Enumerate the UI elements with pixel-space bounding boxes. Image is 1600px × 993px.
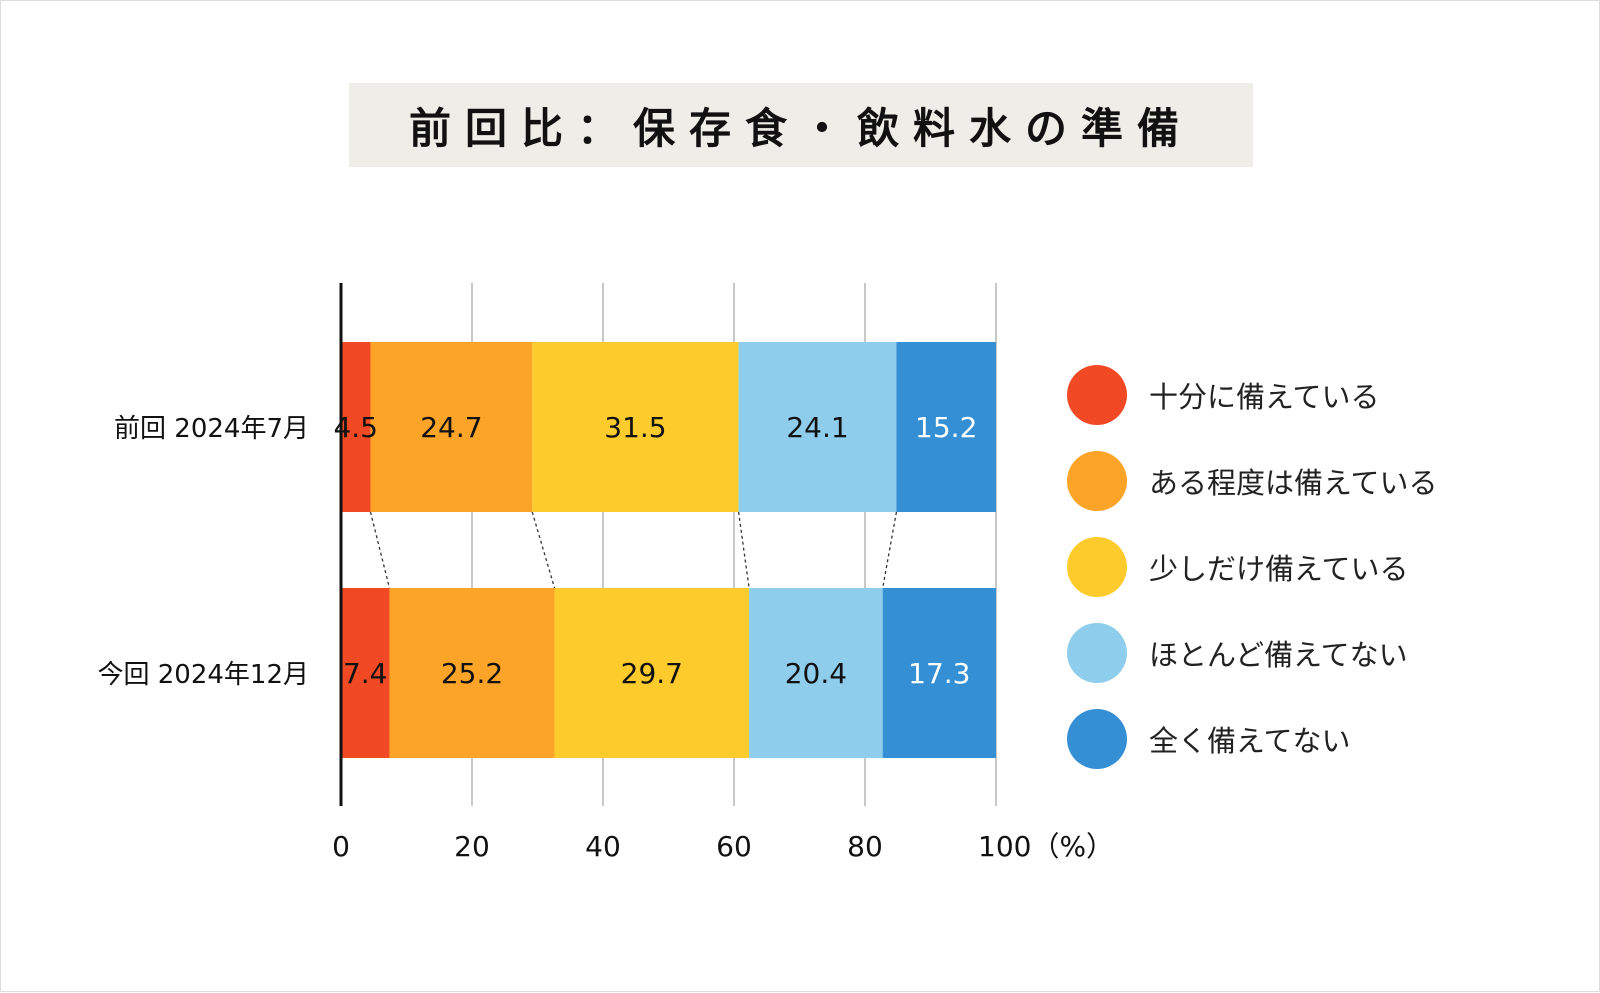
x-tick-label-0: 0 [332, 830, 350, 863]
legend-label-1: ある程度は備えている [1149, 466, 1438, 500]
bar-segment-0-2 [532, 342, 739, 512]
data-label-0-3: 24.1 [786, 411, 848, 444]
bar-segment-1-0 [341, 588, 390, 758]
connector-line-1 [531, 511, 556, 589]
x-tick-label-1: 20 [454, 830, 490, 863]
legend-item-0: 十分に備えている [1067, 365, 1587, 425]
bar-segment-1-3 [749, 588, 883, 758]
x-tick-label-5: 100（%） [978, 830, 1114, 863]
x-tick-label-4: 80 [847, 830, 883, 863]
connector-lines [369, 511, 898, 589]
chart-title: 前回比：保存食・飲料水の準備 [408, 103, 1193, 153]
category-label-1: 今回 2024年12月 [97, 660, 309, 690]
data-label-0-1: 24.7 [420, 411, 482, 444]
bar-segment-0-0 [341, 342, 371, 512]
legend-label-4: 全く備えてない [1149, 724, 1351, 758]
category-label-0: 前回 2024年7月 [114, 414, 309, 444]
data-label-1-0: 7.4 [343, 657, 388, 690]
legend-item-3: ほとんど備えてない [1067, 623, 1587, 683]
title-box: 前回比：保存食・飲料水の準備 [349, 83, 1253, 167]
connector-line-3 [882, 511, 898, 589]
legend-swatch-0 [1067, 365, 1127, 425]
legend-swatch-4 [1067, 709, 1127, 769]
legend-item-2: 少しだけ備えている [1067, 537, 1587, 597]
bar-segment-0-1 [370, 342, 533, 512]
data-label-1-2: 29.7 [621, 657, 683, 690]
legend-item-1: ある程度は備えている [1067, 451, 1587, 511]
data-labels: 4.5 24.7 31.5 24.1 15.27.4 25.2 29.7 20.4 17.3 [333, 411, 977, 690]
legend: 十分に備えている ある程度は備えている 少しだけ備えている ほとんど備えてない … [1067, 365, 1587, 795]
data-label-1-4: 17.3 [908, 657, 970, 690]
legend-label-2: 少しだけ備えている [1149, 552, 1409, 586]
data-label-1-3: 20.4 [785, 657, 847, 690]
legend-swatch-3 [1067, 623, 1127, 683]
legend-swatch-1 [1067, 451, 1127, 511]
bar-segment-1-4 [882, 588, 996, 758]
bar-segment-0-4 [896, 342, 996, 512]
bar-segment-0-3 [738, 342, 897, 512]
bar-segment-1-1 [389, 588, 555, 758]
legend-swatch-2 [1067, 537, 1127, 597]
x-tick-label-2: 40 [585, 830, 621, 863]
bars [341, 342, 996, 758]
connector-line-2 [737, 511, 750, 589]
legend-label-3: ほとんど備えてない [1149, 638, 1408, 672]
legend-label-0: 十分に備えている [1149, 380, 1380, 414]
connector-line-0 [369, 511, 391, 589]
data-label-1-1: 25.2 [441, 657, 503, 690]
data-label-0-4: 15.2 [915, 411, 977, 444]
data-label-0-2: 31.5 [604, 411, 666, 444]
bar-segment-1-2 [554, 588, 750, 758]
x-tick-label-3: 60 [716, 830, 752, 863]
legend-item-4: 全く備えてない [1067, 709, 1587, 769]
